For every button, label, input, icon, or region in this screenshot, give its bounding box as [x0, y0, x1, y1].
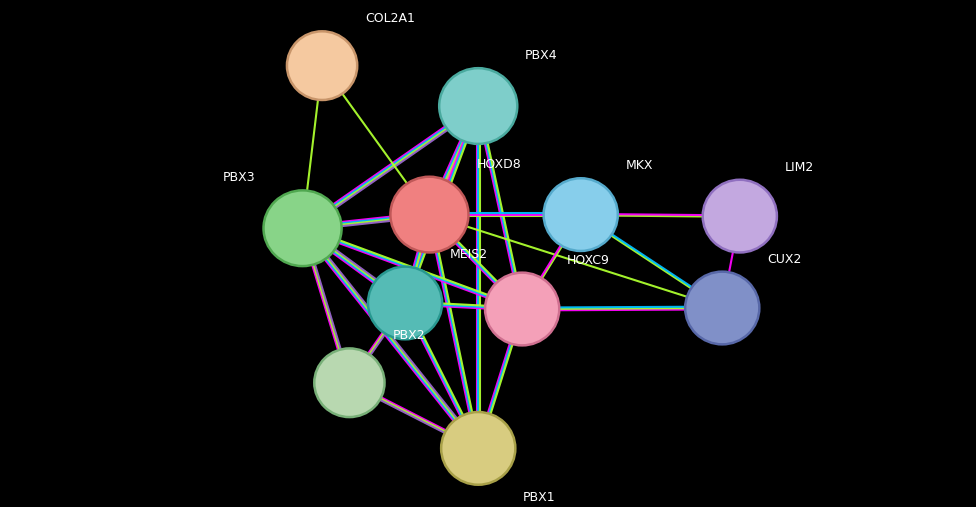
Ellipse shape	[703, 180, 777, 252]
Ellipse shape	[485, 273, 559, 345]
Text: LIM2: LIM2	[785, 161, 814, 174]
Text: HOXC9: HOXC9	[567, 254, 610, 267]
Ellipse shape	[314, 348, 385, 417]
Text: MKX: MKX	[626, 159, 653, 172]
Ellipse shape	[264, 190, 342, 266]
Text: PBX2: PBX2	[392, 330, 425, 342]
Text: PBX1: PBX1	[523, 491, 555, 504]
Text: COL2A1: COL2A1	[365, 12, 415, 25]
Ellipse shape	[390, 177, 468, 252]
Text: PBX3: PBX3	[224, 171, 256, 185]
Text: HOXD8: HOXD8	[476, 158, 521, 171]
Ellipse shape	[368, 267, 442, 339]
Text: MEIS2: MEIS2	[450, 247, 488, 261]
Text: CUX2: CUX2	[767, 252, 801, 266]
Text: PBX4: PBX4	[525, 49, 557, 62]
Ellipse shape	[287, 31, 357, 100]
Ellipse shape	[439, 68, 517, 144]
Ellipse shape	[685, 272, 759, 344]
Ellipse shape	[441, 412, 515, 485]
Ellipse shape	[544, 178, 618, 251]
